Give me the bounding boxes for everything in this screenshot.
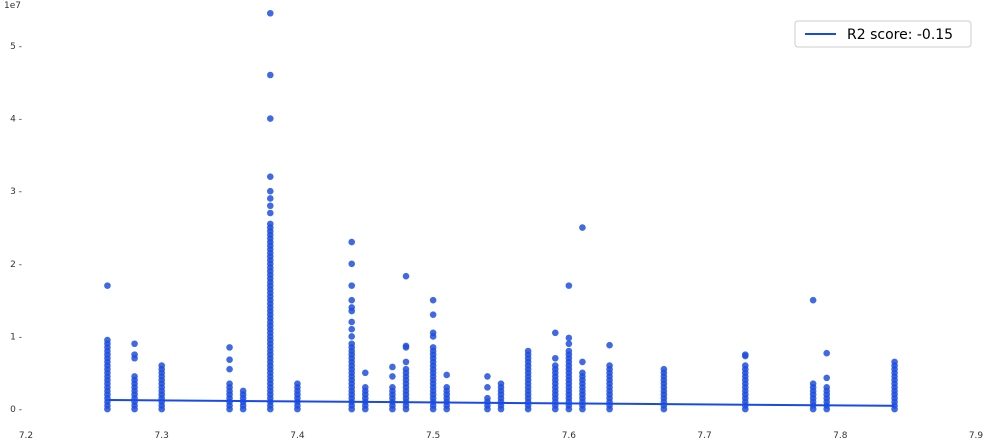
y-tick-label: 2 - (10, 260, 22, 270)
scatter-point (131, 351, 138, 358)
legend: R2 score: -0.15 (795, 21, 971, 47)
scatter-point (104, 337, 111, 344)
scatter-point (267, 10, 274, 17)
y-axis-ticks: 0 - 1 - 2 - 3 - 4 - 5 - (10, 42, 22, 415)
scatter-point (348, 333, 355, 340)
x-tick-label: 7.2 (19, 431, 33, 441)
y-tick-label: 1 - (10, 332, 22, 342)
scatter-point (226, 356, 233, 363)
scatter-point (226, 344, 233, 351)
scatter-point (389, 364, 396, 371)
scatter-point (362, 384, 369, 391)
scatter-point (403, 273, 410, 280)
x-tick-label: 7.5 (426, 431, 440, 441)
scatter-point (348, 282, 355, 289)
y-tick-label: 5 - (10, 42, 22, 52)
scatter-point (579, 224, 586, 231)
scatter-point (891, 359, 898, 366)
scatter-point (131, 340, 138, 347)
scatter-point (430, 311, 437, 318)
scatter-point (430, 330, 437, 337)
scatter-point (389, 384, 396, 391)
x-tick-label: 7.9 (969, 431, 984, 441)
scatter-point (158, 362, 165, 369)
scatter-point (484, 373, 491, 380)
scatter-point (240, 388, 247, 395)
scatter-point (606, 342, 613, 349)
scatter-point (661, 366, 668, 373)
scatter-point (484, 384, 491, 391)
scatter-point (348, 304, 355, 311)
scatter-point (525, 348, 532, 355)
scatter-point (403, 366, 410, 373)
scatter-point (823, 375, 830, 382)
scatter-point (403, 359, 410, 366)
scatter-point (226, 366, 233, 373)
scatter-point (267, 173, 274, 180)
scatter-point (579, 369, 586, 376)
scatter-point (742, 351, 749, 358)
scatter-point (348, 340, 355, 347)
scatter-point (606, 362, 613, 369)
scatter-point (566, 340, 573, 347)
x-tick-label: 7.4 (290, 431, 305, 441)
scatter-point (267, 188, 274, 195)
scatter-point (267, 221, 274, 228)
scatter-point (267, 195, 274, 202)
scatter-point (810, 297, 817, 304)
x-tick-label: 7.8 (833, 431, 848, 441)
y-tick-label: 3 - (10, 187, 22, 197)
scatter-point (104, 282, 111, 289)
scatter-point (810, 380, 817, 387)
x-tick-label: 7.3 (155, 431, 169, 441)
scatter-point (430, 297, 437, 304)
scatter-point (566, 348, 573, 355)
scatter-point (348, 239, 355, 246)
x-axis-ticks: 7.2 7.3 7.4 7.5 7.6 7.7 7.8 7.9 (19, 431, 984, 441)
scatter-point (552, 355, 559, 362)
scatter-point (552, 362, 559, 369)
y-tick-label: 4 - (10, 115, 22, 125)
scatter-point (131, 373, 138, 380)
scatter-point (443, 372, 450, 379)
y-offset-label: 1e7 (4, 1, 21, 11)
scatter-point (348, 326, 355, 333)
scatter-point (267, 202, 274, 209)
scatter-point (566, 282, 573, 289)
scatter-point (389, 373, 396, 380)
y-tick-label: 0 - (10, 405, 22, 415)
scatter-point (430, 344, 437, 351)
scatter-point (348, 261, 355, 268)
scatter-point (226, 380, 233, 387)
scatter-point (348, 297, 355, 304)
scatter-point (294, 380, 301, 387)
scatter-point (267, 210, 274, 217)
scatter-point (566, 335, 573, 342)
x-tick-label: 7.7 (697, 431, 711, 441)
scatter-point (552, 330, 559, 337)
scatter-point (484, 395, 491, 402)
scatter-point (579, 359, 586, 366)
x-tick-label: 7.6 (562, 431, 577, 441)
scatter-point (823, 384, 830, 391)
scatter-point (498, 380, 505, 387)
scatter-point (443, 384, 450, 391)
scatter-point (742, 362, 749, 369)
scatter-point (267, 72, 274, 79)
scatter-point (403, 343, 410, 350)
scatter-point (362, 369, 369, 376)
legend-label: R2 score: -0.15 (847, 27, 953, 43)
scatter-point (267, 115, 274, 122)
scatter-point (823, 350, 830, 357)
scatter-points (104, 10, 898, 412)
scatter-point (348, 319, 355, 326)
